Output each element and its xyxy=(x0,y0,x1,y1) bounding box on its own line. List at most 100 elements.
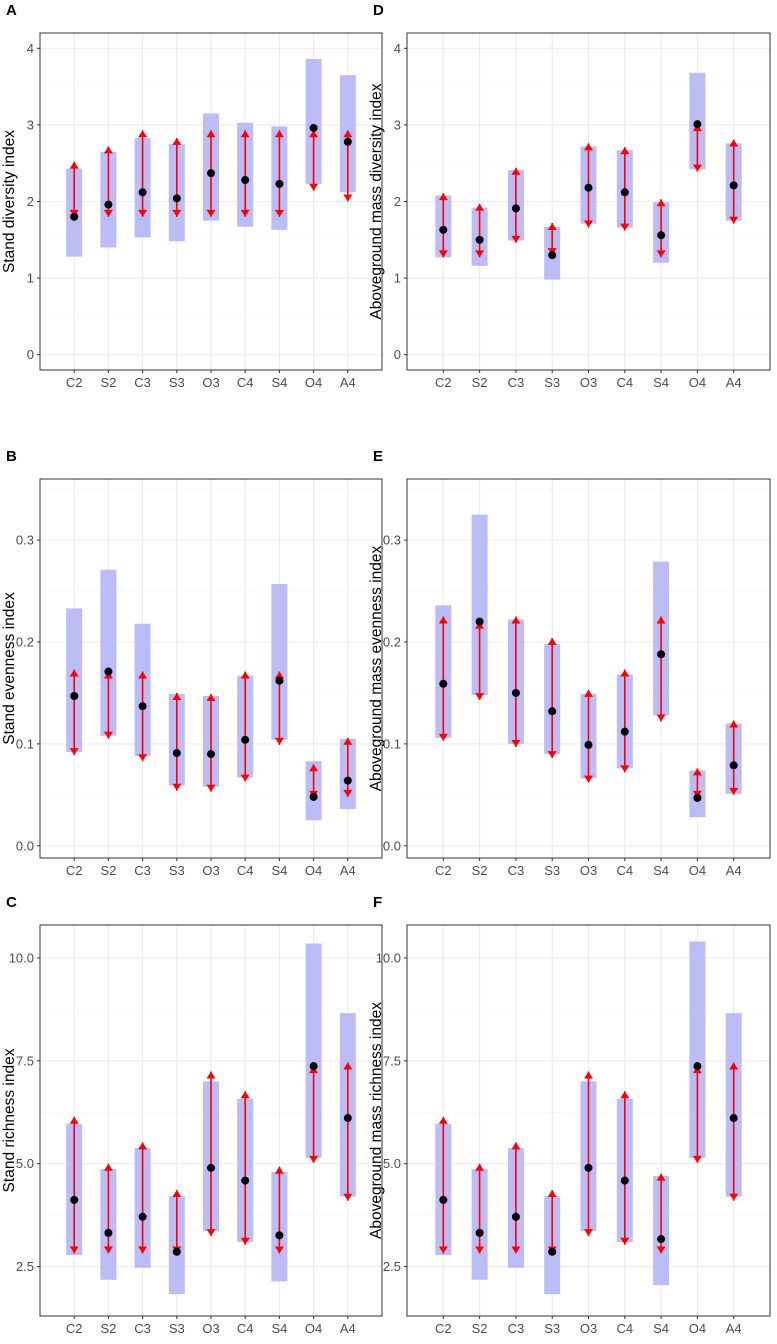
y-axis-label: Aboveground mass evenness index xyxy=(368,545,385,791)
x-tick-label: A4 xyxy=(340,863,356,878)
arrow-head-down-c3 xyxy=(511,1246,521,1254)
arrow-head-up-s3 xyxy=(547,1190,557,1198)
arrow-head-up-c3 xyxy=(511,1142,521,1150)
point-s3 xyxy=(548,1247,557,1256)
arrow-head-up-c3 xyxy=(511,167,521,175)
arrow-head-up-a4 xyxy=(729,139,739,147)
y-tick-label: 0.1 xyxy=(383,736,401,751)
arrow-head-up-s4 xyxy=(274,671,284,679)
arrow-head-up-a4 xyxy=(729,1062,739,1070)
x-tick-label: O3 xyxy=(580,1321,597,1336)
y-tick-label: 7.5 xyxy=(16,1053,34,1068)
x-tick-label: S3 xyxy=(169,1321,185,1336)
arrow-head-down-a4 xyxy=(729,216,739,224)
x-tick-label: S2 xyxy=(472,375,488,390)
y-tick-label: 0.2 xyxy=(383,635,401,650)
y-tick-label: 4 xyxy=(394,41,401,56)
x-tick-label: C3 xyxy=(508,1321,525,1336)
arrow-head-up-c4 xyxy=(240,1091,250,1099)
x-tick-label: C3 xyxy=(508,863,525,878)
arrow-head-down-c4 xyxy=(620,1237,630,1245)
arrow-head-up-o4 xyxy=(309,130,319,138)
y-tick-label: 0.0 xyxy=(383,838,401,853)
arrow-head-down-s4 xyxy=(274,737,284,745)
arrow-head-down-o3 xyxy=(584,775,593,783)
arrow-head-down-c2 xyxy=(438,733,448,741)
arrow-head-down-o3 xyxy=(206,209,216,217)
arrow-head-down-o3 xyxy=(584,220,593,228)
point-s4 xyxy=(275,179,284,188)
arrow-head-up-o3 xyxy=(584,1071,593,1079)
arrow-head-down-o4 xyxy=(692,1155,702,1163)
arrow-head-down-a4 xyxy=(343,1193,353,1201)
arrow-head-down-o3 xyxy=(206,784,216,792)
x-tick-label: C2 xyxy=(435,863,452,878)
x-tick-label: S4 xyxy=(271,863,287,878)
point-c3 xyxy=(138,1212,147,1221)
arrow-head-up-o4 xyxy=(309,764,319,772)
point-c4 xyxy=(620,1176,629,1185)
point-o3 xyxy=(584,740,593,749)
arrow-head-down-c2 xyxy=(69,1246,79,1254)
point-o4 xyxy=(309,123,318,132)
point-o3 xyxy=(584,183,593,192)
y-tick-label: 0.1 xyxy=(16,736,34,751)
point-a4 xyxy=(729,1114,738,1123)
x-tick-label: O4 xyxy=(689,863,706,878)
x-tick-label: C2 xyxy=(66,1321,83,1336)
arrow-head-up-c4 xyxy=(240,671,250,679)
x-tick-label: O3 xyxy=(202,375,219,390)
x-tick-label: C4 xyxy=(616,1321,633,1336)
y-tick-label: 0.3 xyxy=(383,533,401,548)
arrow-head-up-c2 xyxy=(438,616,448,624)
arrow-head-up-s3 xyxy=(172,692,182,700)
x-tick-label: C2 xyxy=(66,863,83,878)
y-axis-label: Aboveground mass richness index xyxy=(368,1002,385,1239)
point-o4 xyxy=(309,1062,318,1071)
x-tick-label: C3 xyxy=(508,375,525,390)
point-c4 xyxy=(620,727,629,736)
arrow-head-down-c4 xyxy=(620,223,630,231)
panel-label: F xyxy=(373,894,382,911)
point-a4 xyxy=(729,181,738,190)
arrow-head-down-o3 xyxy=(584,1229,593,1237)
arrow-head-up-a4 xyxy=(343,737,353,745)
x-tick-label: S3 xyxy=(169,863,185,878)
point-o4 xyxy=(693,120,702,129)
arrow-head-down-s4 xyxy=(656,1246,666,1254)
point-o3 xyxy=(207,169,215,178)
point-a4 xyxy=(729,761,738,770)
arrow-head-up-c2 xyxy=(69,1116,79,1124)
arrow-head-up-s2 xyxy=(475,203,485,211)
x-tick-label: S3 xyxy=(169,375,185,390)
x-tick-label: O4 xyxy=(689,1321,706,1336)
y-tick-label: 1 xyxy=(394,271,401,286)
point-c4 xyxy=(241,1176,250,1185)
panel-label: C xyxy=(6,894,17,911)
arrow-head-up-s4 xyxy=(656,616,666,624)
x-tick-label: S3 xyxy=(544,375,560,390)
y-tick-label: 3 xyxy=(394,117,401,132)
x-tick-label: S4 xyxy=(653,863,669,878)
arrow-head-up-a4 xyxy=(729,720,739,728)
point-c3 xyxy=(511,1212,520,1221)
panel-label: E xyxy=(373,448,383,465)
y-tick-label: 2 xyxy=(27,194,34,209)
y-tick-label: 10.0 xyxy=(376,950,401,965)
point-s2 xyxy=(475,235,484,244)
point-s3 xyxy=(172,194,181,203)
arrow-head-down-c2 xyxy=(438,1246,448,1254)
point-c4 xyxy=(620,188,629,197)
arrow-head-up-c3 xyxy=(138,130,148,138)
arrow-head-up-c4 xyxy=(620,147,630,155)
arrow-head-down-o4 xyxy=(692,164,702,172)
arrow-head-down-s4 xyxy=(274,1246,284,1254)
arrow-head-up-o3 xyxy=(584,143,593,151)
x-tick-label: C4 xyxy=(237,375,254,390)
y-tick-label: 0.2 xyxy=(16,635,34,650)
arrow-head-down-c3 xyxy=(511,739,521,747)
x-tick-label: A4 xyxy=(726,375,742,390)
point-c2 xyxy=(70,692,79,701)
x-tick-label: A4 xyxy=(726,1321,742,1336)
